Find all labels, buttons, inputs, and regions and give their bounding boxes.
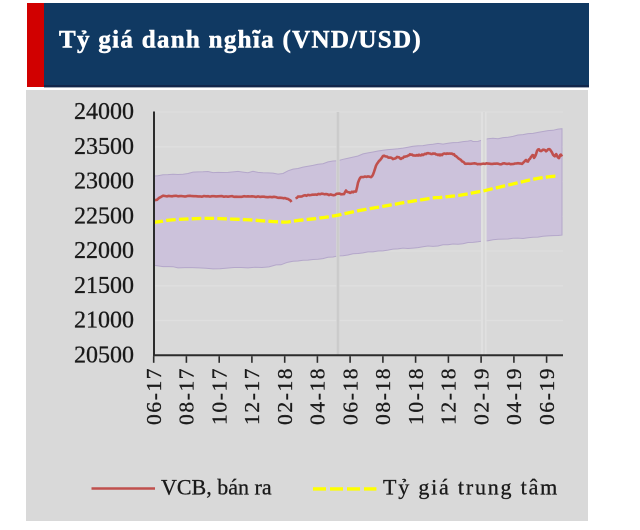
svg-text:24000: 24000 [74,99,134,125]
svg-text:08-17: 08-17 [175,367,199,425]
svg-text:22000: 22000 [74,238,134,264]
svg-text:06-17: 06-17 [142,367,166,425]
svg-text:23000: 23000 [74,169,134,195]
svg-text:10-17: 10-17 [207,367,231,425]
svg-text:10-18: 10-18 [404,367,428,425]
svg-text:02-19: 02-19 [469,367,493,425]
svg-text:22500: 22500 [74,203,134,229]
svg-text:04-18: 04-18 [306,367,330,425]
svg-text:VCB, bán ra: VCB, bán ra [161,474,272,499]
svg-text:02-18: 02-18 [273,367,297,425]
svg-text:06-18: 06-18 [338,367,362,425]
svg-text:21000: 21000 [74,308,134,334]
svg-text:06-19: 06-19 [535,367,559,425]
svg-text:12-18: 12-18 [437,367,461,425]
svg-text:23500: 23500 [74,134,134,160]
svg-text:12-17: 12-17 [240,367,264,425]
svg-text:08-18: 08-18 [371,367,395,425]
svg-text:21500: 21500 [74,273,134,299]
svg-text:Tỷ giá danh nghĩa (VND/USD): Tỷ giá danh nghĩa (VND/USD) [59,27,422,54]
svg-text:Tỷ giá trung tâm: Tỷ giá trung tâm [383,474,559,499]
svg-text:04-19: 04-19 [502,367,526,425]
svg-text:20500: 20500 [74,342,134,368]
